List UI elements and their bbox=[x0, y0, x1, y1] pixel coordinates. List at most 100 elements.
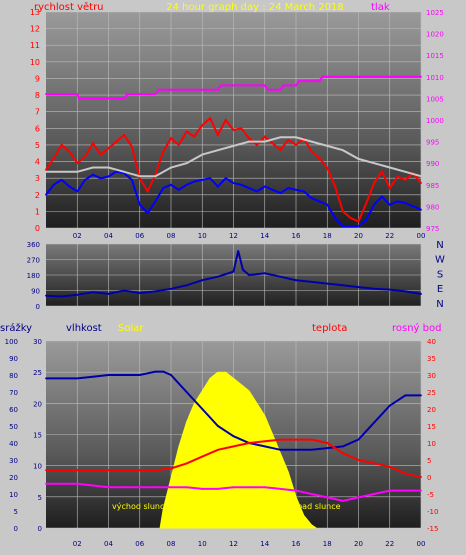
chart-title: 24 hour graph day : 24 March 2018 bbox=[166, 2, 344, 13]
climate-point bbox=[326, 496, 329, 499]
climate-point bbox=[341, 499, 344, 502]
legend-label: vlhkost bbox=[66, 323, 102, 334]
temperature-axis: -15 -10 -5 0 5 10 15 20 25 30 35 40 bbox=[427, 338, 438, 533]
climate-point bbox=[107, 486, 110, 489]
rain-tick: 90 bbox=[9, 355, 18, 363]
wind-panel-point bbox=[404, 170, 407, 173]
compass-label: N bbox=[436, 299, 443, 310]
climate-point bbox=[248, 486, 251, 489]
wind-panel-point bbox=[76, 170, 79, 173]
wind-speed-tick: 10 bbox=[30, 58, 40, 67]
wind-panel-point bbox=[131, 145, 133, 148]
wind-panel-point bbox=[154, 200, 157, 203]
wind-panel-point bbox=[334, 217, 336, 219]
sunrise-annotation: východ slunce bbox=[112, 502, 169, 511]
climate-time-tick: 16 bbox=[292, 540, 301, 548]
wind-time-tick: 04 bbox=[104, 232, 113, 240]
direction-point bbox=[60, 295, 63, 298]
wind-panel-point bbox=[193, 180, 196, 183]
wind-panel-point bbox=[76, 93, 79, 95]
wind-panel-point bbox=[91, 142, 94, 145]
wind-panel-point bbox=[420, 175, 422, 178]
temperature-tick: 30 bbox=[427, 372, 436, 380]
wind-panel-point bbox=[326, 203, 329, 206]
rain-tick: 70 bbox=[9, 389, 18, 397]
wind-panel-point bbox=[263, 84, 266, 87]
climate-point bbox=[76, 377, 79, 380]
pressure-tick: 980 bbox=[426, 203, 439, 211]
wind-panel-point bbox=[224, 119, 227, 121]
wind-panel-point bbox=[295, 84, 297, 87]
rain-tick: 0 bbox=[14, 525, 18, 533]
climate-point bbox=[138, 486, 141, 489]
direction-point bbox=[310, 280, 313, 283]
wind-panel-point bbox=[263, 140, 266, 143]
wind-panel-point bbox=[310, 150, 313, 153]
pressure-tick: 985 bbox=[426, 182, 439, 190]
climate-point bbox=[185, 462, 188, 465]
wind-panel-point bbox=[326, 167, 329, 170]
climate-point bbox=[201, 488, 204, 490]
climate-point bbox=[341, 445, 344, 448]
wind-panel-point bbox=[357, 220, 360, 223]
climate-point bbox=[295, 448, 297, 451]
climate-time-tick: 18 bbox=[323, 540, 332, 548]
climate-point bbox=[60, 377, 63, 380]
climate-point bbox=[388, 489, 391, 492]
wind-panel-point bbox=[279, 192, 282, 195]
wind-panel-point bbox=[310, 197, 313, 199]
climate-point bbox=[91, 484, 94, 487]
direction-point bbox=[373, 287, 376, 290]
rain-tick: 20 bbox=[9, 474, 18, 482]
wind-panel-point bbox=[404, 202, 407, 204]
wind-panel-point bbox=[381, 195, 383, 198]
pressure-tick: 995 bbox=[426, 139, 439, 147]
wind-panel-point bbox=[248, 140, 251, 143]
wind-panel-point bbox=[216, 88, 219, 91]
climate-point bbox=[373, 493, 376, 495]
wind-panel-point bbox=[45, 193, 47, 196]
wind-panel-point bbox=[109, 97, 111, 100]
wind-time-tick: 12 bbox=[229, 232, 238, 240]
climate-point bbox=[388, 404, 391, 407]
temperature-tick: 35 bbox=[427, 355, 436, 363]
compass-label: E bbox=[437, 284, 443, 295]
direction-point bbox=[138, 292, 141, 294]
wind-panel-point bbox=[107, 147, 110, 150]
wind-panel-point bbox=[295, 188, 297, 191]
direction-tick: 180 bbox=[27, 272, 40, 280]
rain-tick: 30 bbox=[9, 457, 18, 465]
wind-panel-point bbox=[77, 97, 80, 100]
climate-point bbox=[45, 482, 47, 485]
climate-point bbox=[248, 442, 251, 444]
climate-point bbox=[357, 438, 360, 441]
direction-point bbox=[341, 284, 344, 287]
climate-legend: srážky vlhkost Solar teplota rosný bod bbox=[0, 322, 441, 334]
climate-point bbox=[170, 374, 172, 376]
climate-point bbox=[404, 489, 407, 492]
wind-panel-point bbox=[287, 187, 290, 190]
climate-point bbox=[232, 486, 235, 489]
climate-point bbox=[232, 435, 235, 438]
wind-panel-point bbox=[216, 134, 219, 136]
climate-point bbox=[404, 472, 407, 475]
direction-point bbox=[232, 270, 235, 273]
wind-panel-point bbox=[240, 183, 243, 186]
wind-panel-point bbox=[345, 75, 347, 78]
wind-panel-point bbox=[115, 140, 118, 143]
climate-point bbox=[170, 467, 172, 470]
wind-panel-point bbox=[295, 136, 297, 139]
wind-panel-point bbox=[157, 88, 160, 91]
climate-point bbox=[91, 469, 94, 472]
wind-panel-point bbox=[138, 175, 141, 178]
humidity-axis: 0 5 10 15 20 25 30 bbox=[33, 338, 42, 533]
climate-point bbox=[341, 452, 344, 455]
wind-panel-point bbox=[271, 188, 274, 191]
wind-speed-tick: 0 bbox=[35, 224, 40, 233]
wind-panel-point bbox=[365, 202, 368, 204]
direction-point bbox=[45, 294, 47, 297]
wind-time-tick: 10 bbox=[198, 232, 207, 240]
legend-label: rosný bod bbox=[392, 322, 441, 334]
legend-label: srážky bbox=[0, 322, 32, 334]
